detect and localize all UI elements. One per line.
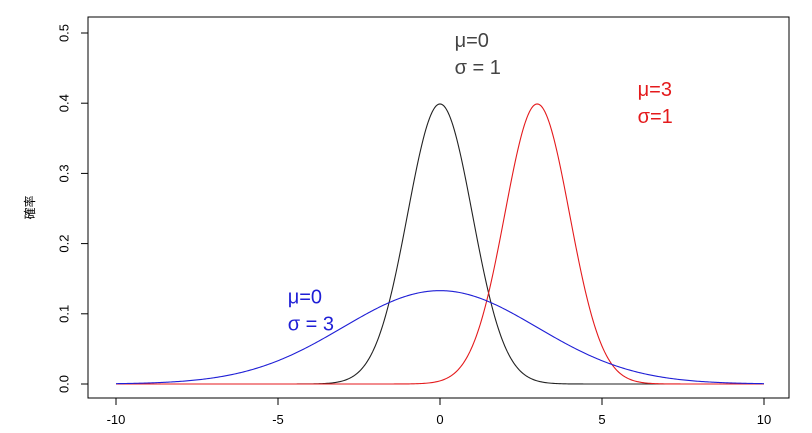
y-tick-label: 0.1	[57, 305, 72, 323]
x-axis: -10 -5 0 5 10	[107, 397, 771, 427]
series-label-2: μ=3 σ=1	[638, 79, 673, 128]
plot-frame	[87, 16, 790, 399]
density-curves	[115, 103, 765, 385]
series-label-line: σ=1	[638, 106, 673, 128]
y-tick-label: 0.4	[57, 94, 72, 112]
series-label-line: μ=3	[638, 79, 672, 101]
density-curve-1	[116, 103, 764, 385]
y-tick-label: 0.5	[57, 24, 72, 42]
series-label-3: μ=0 σ = 3	[288, 286, 334, 335]
density-curve-3	[115, 290, 765, 385]
y-axis: 0.0 0.1 0.2 0.3 0.4 0.5	[57, 24, 89, 393]
series-label-line: μ=0	[455, 30, 489, 52]
series-label-line: σ = 1	[455, 57, 501, 79]
x-tick-label: 0	[436, 412, 443, 427]
y-tick-label: 0.0	[57, 375, 72, 393]
y-tick-label: 0.2	[57, 235, 72, 253]
series-label-1: μ=0 σ = 1	[455, 30, 501, 79]
series-label-line: σ = 3	[288, 313, 334, 335]
x-tick-label: 5	[598, 412, 605, 427]
y-tick-label: 0.3	[57, 164, 72, 182]
series-labels: μ=0 σ = 1μ=3 σ=1μ=0 σ = 3	[288, 30, 673, 335]
y-axis-label: 確率	[22, 195, 37, 219]
x-tick-label: 10	[757, 412, 771, 427]
series-label-line: μ=0	[288, 286, 322, 308]
x-tick-label: -10	[107, 412, 126, 427]
density-curve-2	[116, 103, 764, 385]
x-tick-label: -5	[272, 412, 284, 427]
